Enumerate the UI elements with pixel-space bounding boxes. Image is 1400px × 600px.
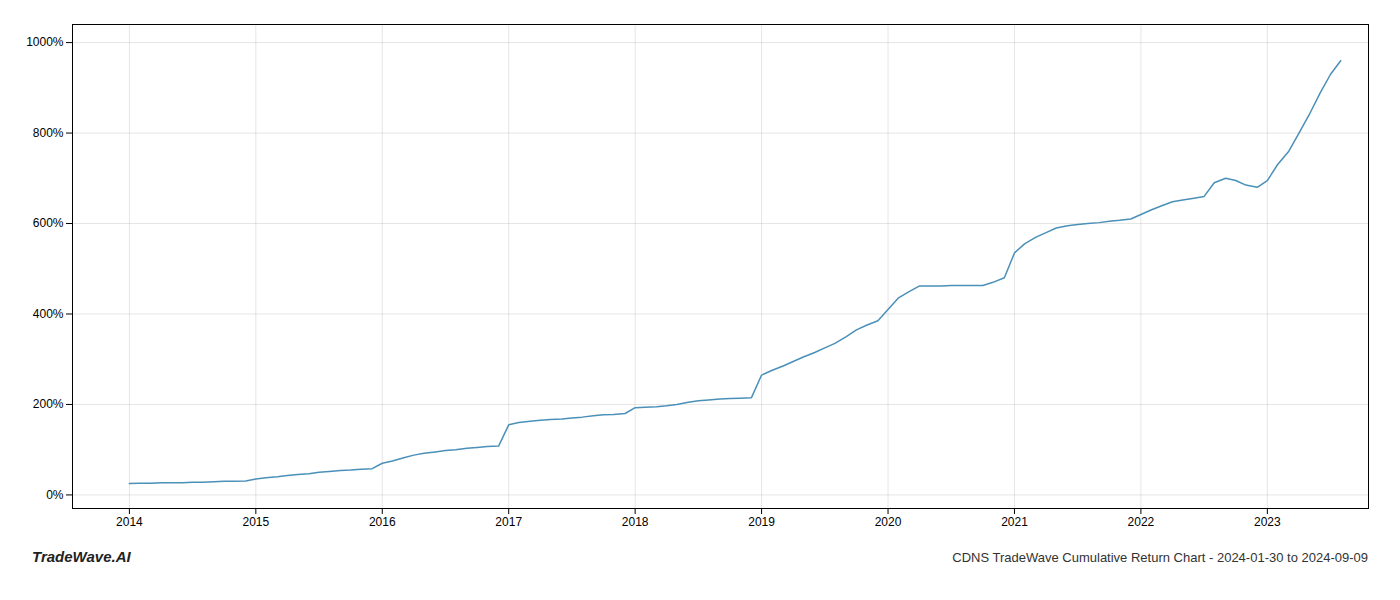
- svg-text:2018: 2018: [622, 515, 649, 529]
- svg-text:2015: 2015: [242, 515, 269, 529]
- html-text:CDNS TradeWave Cumulative Retu: CDNS TradeWave Cumulative Return Chart -…: [952, 550, 1368, 565]
- svg-text:2016: 2016: [369, 515, 396, 529]
- svg-text:200%: 200%: [33, 397, 64, 411]
- svg-text:2023: 2023: [1254, 515, 1281, 529]
- svg-text:2021: 2021: [1001, 515, 1028, 529]
- html-text:TradeWave.AI: TradeWave.AI: [32, 548, 131, 565]
- svg-text:2022: 2022: [1128, 515, 1155, 529]
- svg-text:2017: 2017: [495, 515, 522, 529]
- svg-text:1000%: 1000%: [26, 35, 64, 49]
- svg-text:0%: 0%: [46, 488, 64, 502]
- svg-text:600%: 600%: [33, 216, 64, 230]
- svg-text:2020: 2020: [875, 515, 902, 529]
- svg-text:2019: 2019: [748, 515, 775, 529]
- svg-text:800%: 800%: [33, 126, 64, 140]
- svg-text:400%: 400%: [33, 307, 64, 321]
- svg-text:2014: 2014: [116, 515, 143, 529]
